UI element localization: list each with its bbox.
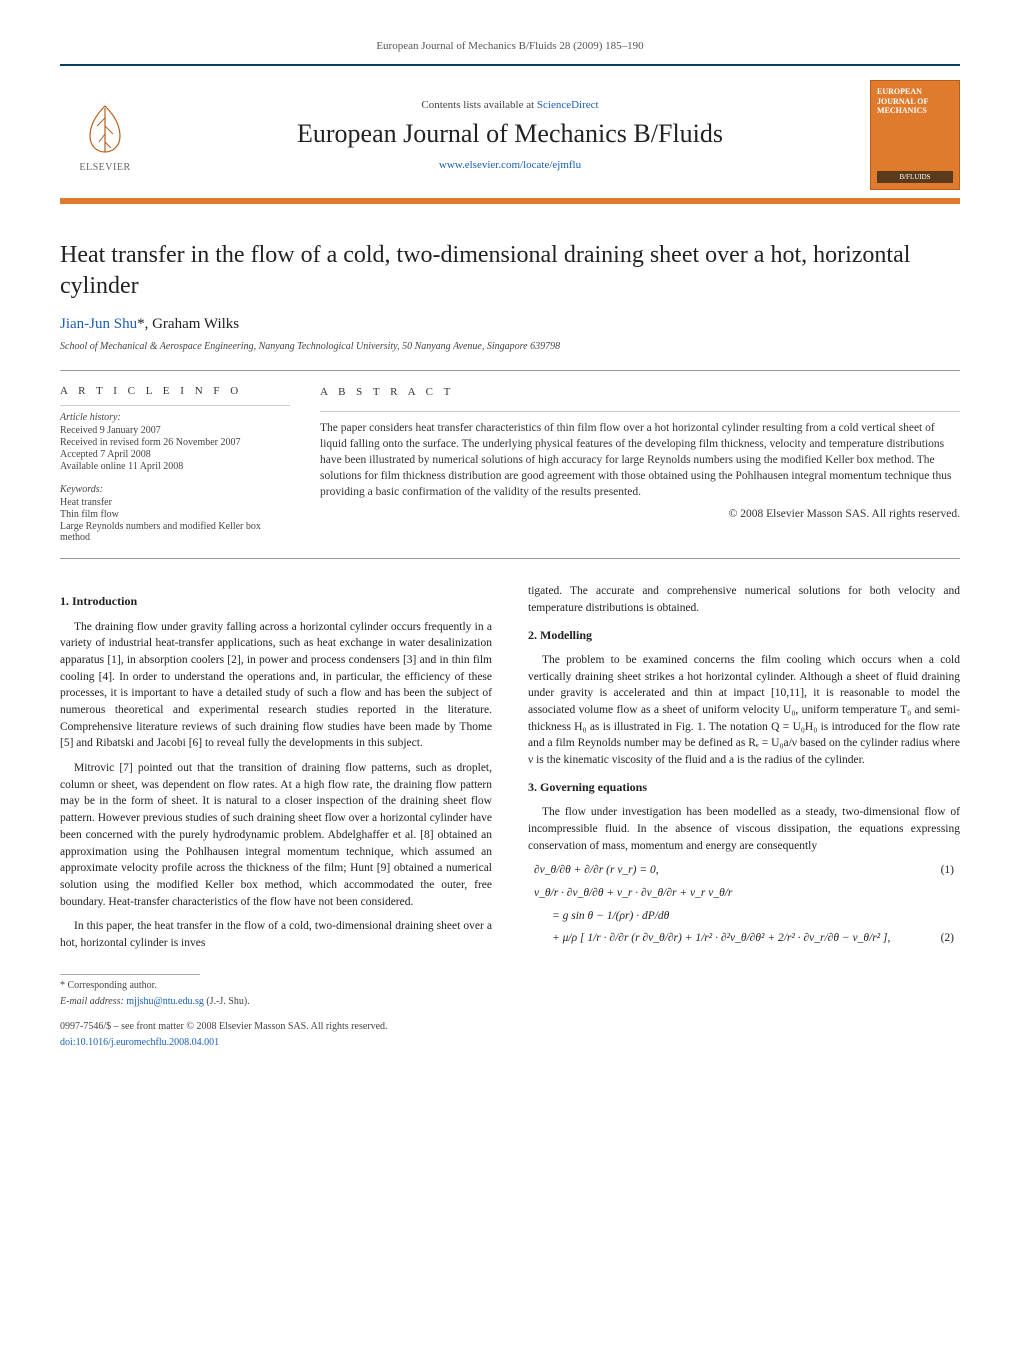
intro-paragraph-2: Mitrovic [7] pointed out that the transi… <box>60 760 492 910</box>
masthead: ELSEVIER Contents lists available at Sci… <box>60 64 960 204</box>
equation-2a-body: v_θ/r · ∂v_θ/∂θ + v_r · ∂v_θ/∂r + v_r v_… <box>528 885 732 902</box>
governing-paragraph-1: The flow under investigation has been mo… <box>528 804 960 854</box>
keyword: Large Reynolds numbers and modified Kell… <box>60 521 290 543</box>
intro-paragraph-3-cont: tigated. The accurate and comprehensive … <box>528 583 960 616</box>
author-link-shu[interactable]: Jian-Jun Shu <box>60 316 137 332</box>
keyword: Thin film flow <box>60 509 290 520</box>
equation-2b-body: = g sin θ − 1/(ρr) · dP/dθ <box>528 908 669 925</box>
footnote-block: * Corresponding author. E-mail address: … <box>60 974 492 1051</box>
masthead-center: Contents lists available at ScienceDirec… <box>150 99 870 171</box>
equation-2-line-a: v_θ/r · ∂v_θ/∂θ + v_r · ∂v_θ/∂r + v_r v_… <box>528 885 960 902</box>
modelling-paragraph-1: The problem to be examined concerns the … <box>528 652 960 769</box>
keywords-heading: Keywords: <box>60 484 290 495</box>
history-line: Received 9 January 2007 <box>60 425 290 436</box>
journal-cover-thumb: EUROPEAN JOURNAL OF MECHANICS B/FLUIDS <box>870 80 960 190</box>
journal-homepage-link: www.elsevier.com/locate/ejmflu <box>150 159 870 171</box>
article-info-block: A R T I C L E I N F O Article history: R… <box>60 385 290 544</box>
contents-prefix: Contents lists available at <box>421 99 536 111</box>
abstract-block: A B S T R A C T The paper considers heat… <box>320 385 960 544</box>
cover-title: EUROPEAN JOURNAL OF MECHANICS <box>877 87 953 116</box>
sciencedirect-link[interactable]: ScienceDirect <box>537 99 599 111</box>
corresponding-author-note: * Corresponding author. <box>60 979 492 994</box>
equation-1: ∂v_θ/∂θ + ∂/∂r (r v_r) = 0, (1) <box>528 862 960 879</box>
contents-available-line: Contents lists available at ScienceDirec… <box>150 99 870 111</box>
journal-name: European Journal of Mechanics B/Fluids <box>150 119 870 149</box>
info-abstract-row: A R T I C L E I N F O Article history: R… <box>60 370 960 559</box>
intro-paragraph-1: The draining flow under gravity falling … <box>60 619 492 752</box>
section-heading-intro: 1. Introduction <box>60 593 492 610</box>
history-line: Received in revised form 26 November 200… <box>60 437 290 448</box>
equation-2-line-c: + μ/ρ [ 1/r · ∂/∂r (r ∂v_θ/∂r) + 1/r² · … <box>528 930 960 947</box>
section-heading-governing: 3. Governing equations <box>528 779 960 796</box>
section-heading-modelling: 2. Modelling <box>528 627 960 644</box>
journal-url-link[interactable]: www.elsevier.com/locate/ejmflu <box>439 159 581 171</box>
publisher-block: ELSEVIER <box>60 98 150 173</box>
keyword: Heat transfer <box>60 497 290 508</box>
equation-1-number: (1) <box>941 862 960 879</box>
history-line: Available online 11 April 2008 <box>60 461 290 472</box>
abstract-body: The paper considers heat transfer charac… <box>320 420 960 500</box>
email-note: E-mail address: mjjshu@ntu.edu.sg (J.-J.… <box>60 995 492 1010</box>
abstract-heading: A B S T R A C T <box>320 385 960 400</box>
left-column: 1. Introduction The draining flow under … <box>60 583 492 1052</box>
affiliation: School of Mechanical & Aerospace Enginee… <box>60 341 960 352</box>
equation-2-number: (2) <box>941 930 960 947</box>
equation-2-line-b: = g sin θ − 1/(ρr) · dP/dθ <box>528 908 960 925</box>
history-line: Accepted 7 April 2008 <box>60 449 290 460</box>
cover-subtitle: B/FLUIDS <box>877 171 953 183</box>
journal-header-line: European Journal of Mechanics B/Fluids 2… <box>60 40 960 52</box>
authors-line: Jian-Jun Shu*, Graham Wilks <box>60 316 960 333</box>
intro-paragraph-3: In this paper, the heat transfer in the … <box>60 918 492 951</box>
history-heading: Article history: <box>60 412 290 423</box>
author-email-link[interactable]: mjjshu@ntu.edu.sg <box>126 996 204 1007</box>
email-post: (J.-J. Shu). <box>204 996 250 1007</box>
publisher-label: ELSEVIER <box>79 162 130 173</box>
equation-2c-body: + μ/ρ [ 1/r · ∂/∂r (r ∂v_θ/∂r) + 1/r² · … <box>528 930 890 947</box>
article-info-heading: A R T I C L E I N F O <box>60 385 290 397</box>
doi-link[interactable]: doi:10.1016/j.euromechflu.2008.04.001 <box>60 1037 219 1048</box>
doi-line: doi:10.1016/j.euromechflu.2008.04.001 <box>60 1036 492 1051</box>
right-column: tigated. The accurate and comprehensive … <box>528 583 960 1052</box>
email-label: E-mail address: <box>60 996 124 1007</box>
corresponding-marker: * <box>137 316 145 332</box>
abstract-copyright: © 2008 Elsevier Masson SAS. All rights r… <box>320 506 960 522</box>
equation-1-body: ∂v_θ/∂θ + ∂/∂r (r v_r) = 0, <box>528 862 659 879</box>
article-title: Heat transfer in the flow of a cold, two… <box>60 240 960 302</box>
author-wilks: , Graham Wilks <box>145 316 240 332</box>
issn-line: 0997-7546/$ – see front matter © 2008 El… <box>60 1020 492 1035</box>
body-two-column: 1. Introduction The draining flow under … <box>60 583 960 1052</box>
elsevier-logo-icon <box>75 98 135 158</box>
